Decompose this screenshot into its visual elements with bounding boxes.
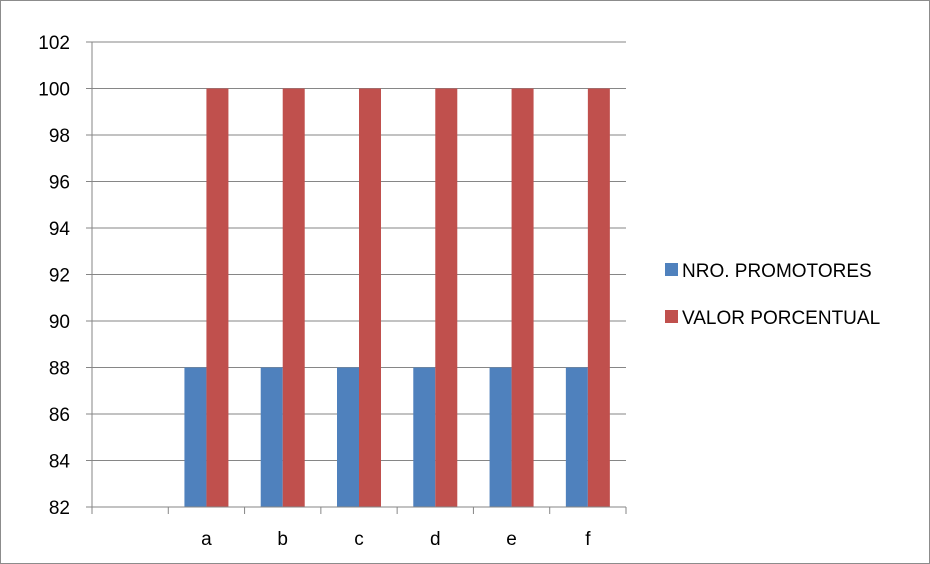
bar-valor-porcentual-a bbox=[206, 88, 229, 507]
bar-nro-promotores-a bbox=[184, 367, 207, 507]
x-tick-label: b bbox=[277, 529, 288, 550]
y-tick-label: 94 bbox=[49, 219, 71, 240]
y-tick-label: 84 bbox=[49, 452, 71, 473]
bar-nro-promotores-c bbox=[337, 367, 359, 507]
bar-nro-promotores-e bbox=[489, 367, 512, 507]
legend: NRO. PROMOTORES VALOR PORCENTUAL bbox=[665, 261, 880, 329]
x-tick-label: e bbox=[506, 529, 517, 550]
x-tick-labels: a b c d e f bbox=[201, 529, 591, 550]
y-tick-label: 90 bbox=[49, 312, 70, 333]
x-tick-label: f bbox=[585, 529, 591, 550]
y-tick-labels: 82 84 86 88 90 92 94 96 98 100 102 bbox=[38, 33, 70, 519]
legend-swatch bbox=[665, 310, 678, 323]
bars bbox=[184, 88, 610, 507]
bar-valor-porcentual-f bbox=[587, 88, 610, 507]
legend-label: NRO. PROMOTORES bbox=[682, 261, 872, 282]
axes bbox=[86, 41, 627, 514]
y-tick-label: 88 bbox=[49, 359, 70, 380]
bar-valor-porcentual-c bbox=[359, 88, 381, 507]
y-tick-label: 100 bbox=[38, 80, 70, 101]
bar-nro-promotores-d bbox=[413, 367, 436, 507]
y-tick-label: 82 bbox=[49, 498, 70, 519]
bar-valor-porcentual-e bbox=[511, 88, 534, 507]
bar-nro-promotores-b bbox=[260, 367, 283, 507]
legend-label: VALOR PORCENTUAL bbox=[682, 308, 880, 329]
x-tick-label: a bbox=[201, 529, 212, 550]
y-tick-label: 86 bbox=[49, 405, 70, 426]
y-tick-label: 102 bbox=[38, 33, 70, 54]
bar-valor-porcentual-b bbox=[282, 88, 305, 507]
legend-swatch bbox=[665, 263, 678, 276]
x-tick-label: c bbox=[354, 529, 364, 550]
x-tick-label: d bbox=[430, 529, 441, 550]
bar-valor-porcentual-d bbox=[435, 88, 458, 507]
y-tick-label: 92 bbox=[49, 266, 70, 287]
bar-nro-promotores-f bbox=[565, 367, 588, 507]
y-tick-label: 98 bbox=[49, 126, 70, 147]
y-tick-label: 96 bbox=[49, 173, 70, 194]
